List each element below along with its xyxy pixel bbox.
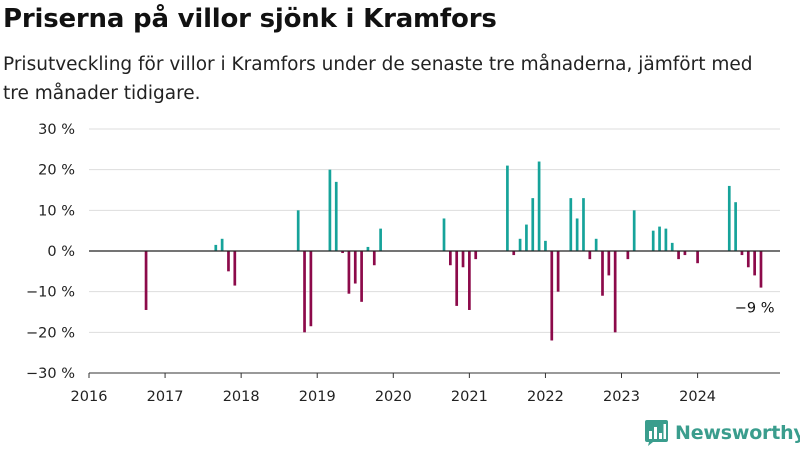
brand-name: Newsworthy (675, 421, 800, 444)
bars (144, 161, 763, 341)
bar (353, 251, 357, 284)
x-tick-label: 2016 (71, 389, 108, 405)
y-tick-label: 0 % (47, 244, 75, 260)
bar (537, 161, 541, 251)
bar (512, 251, 516, 256)
bar (582, 198, 585, 251)
chart-title: Priserna på villor sjönk i Kramfors (3, 4, 497, 34)
bar (531, 198, 535, 251)
bar (544, 240, 547, 251)
bar (670, 242, 674, 251)
x-tick-label: 2019 (299, 389, 336, 405)
bar (651, 230, 655, 251)
bar (753, 251, 756, 276)
bar (569, 198, 573, 251)
bar (366, 246, 370, 251)
last-value-annotation: −9 % (735, 301, 775, 317)
x-axis: 2016 2017 2018 2019 2020 2021 2022 2023 2024 (71, 372, 780, 405)
bar (588, 251, 592, 260)
chart-subtitle: Prisutveckling för villor i Kramfors und… (3, 54, 753, 104)
bar (626, 251, 630, 260)
y-tick-label: −20 % (26, 325, 75, 341)
bar (449, 251, 452, 266)
bar (594, 238, 598, 251)
x-tick-label: 2018 (223, 389, 260, 405)
bar (664, 228, 668, 251)
newsworthy-logo[interactable]: Newsworthy (644, 419, 800, 446)
y-tick-label: −30 % (26, 366, 75, 382)
bar (506, 165, 509, 251)
x-tick-label: 2020 (375, 389, 412, 405)
newsworthy-chart-logo-icon (645, 420, 668, 446)
bar (550, 251, 554, 341)
bar (575, 218, 579, 251)
bar (759, 251, 763, 288)
bar (518, 238, 522, 251)
bar (746, 251, 750, 268)
bar (372, 251, 376, 266)
bar (328, 169, 332, 251)
bar (341, 251, 344, 254)
bar (734, 202, 737, 251)
bar (334, 181, 338, 251)
x-tick-label: 2022 (527, 389, 564, 405)
y-tick-label: 30 % (38, 122, 75, 138)
bar (740, 251, 744, 256)
x-tick-label: 2017 (147, 389, 184, 405)
y-tick-label: −10 % (26, 285, 75, 301)
bar (455, 251, 459, 306)
bar (144, 251, 148, 310)
x-tick-label: 2023 (603, 389, 640, 405)
bar (296, 210, 300, 251)
bar (696, 251, 699, 264)
bar (525, 224, 528, 251)
x-tick-label: 2024 (679, 389, 716, 405)
x-tick-label: 2021 (451, 389, 488, 405)
bar (468, 251, 471, 310)
bar (613, 251, 617, 333)
bar (727, 185, 731, 251)
bar (220, 238, 224, 251)
bar (379, 228, 382, 251)
bar (214, 244, 218, 251)
y-axis-tick-labels: 30 % 20 % 10 % 0 % −10 % −20 % −30 % (26, 122, 75, 382)
bar (607, 251, 611, 276)
bar (601, 251, 604, 296)
bar (303, 251, 306, 333)
bar (309, 251, 313, 327)
bar (556, 251, 560, 292)
y-tick-label: 10 % (38, 203, 75, 219)
bar (658, 226, 661, 251)
bar (461, 251, 465, 268)
bar (632, 210, 636, 251)
y-tick-label: 20 % (38, 163, 75, 179)
bar (442, 218, 446, 251)
bar (474, 251, 478, 260)
bar (233, 251, 237, 286)
bar (360, 251, 363, 302)
bar (677, 251, 680, 260)
bar (683, 251, 687, 256)
bar (347, 251, 351, 294)
bar (227, 251, 230, 272)
